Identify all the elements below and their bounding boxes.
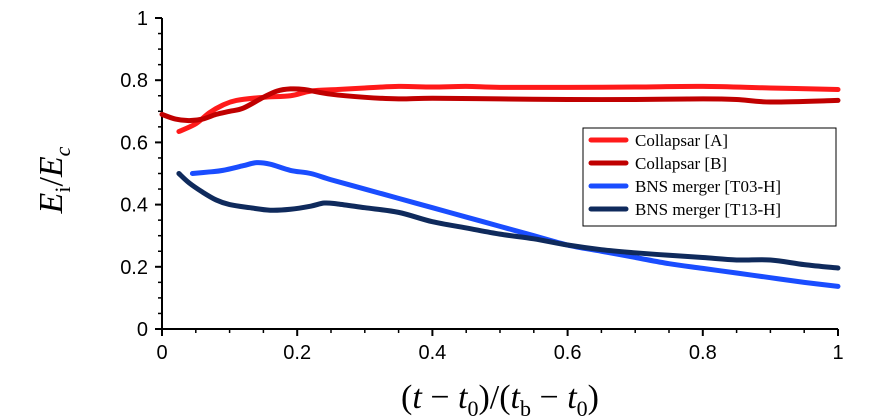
x-tick-label: 1 bbox=[832, 342, 843, 364]
y-tick-label: 0.8 bbox=[120, 70, 148, 92]
series-layer bbox=[159, 83, 841, 289]
svg-text:Ei/Ec: Ei/Ec bbox=[33, 146, 75, 214]
chart-axes: 0 0.2 0.4 0.6 0.8 1 0 0.2 0.4 0.6 0.8 1 bbox=[120, 8, 843, 364]
series-line-2 bbox=[159, 86, 841, 124]
y-axis-label: Ei/Ec bbox=[33, 146, 75, 214]
x-tick-label: 0.8 bbox=[689, 342, 717, 364]
x-tick-label: 0 bbox=[156, 342, 167, 364]
series-line-1 bbox=[176, 83, 841, 135]
x-axis-label: (t − t0)/(tb − t0) bbox=[401, 379, 599, 419]
x-tick-label: 0.2 bbox=[283, 342, 311, 364]
series-line-3 bbox=[189, 160, 841, 289]
y-tick-label: 0.6 bbox=[120, 132, 148, 154]
y-tick-label: 0.2 bbox=[120, 257, 148, 279]
y-tick-label: 0.4 bbox=[120, 195, 148, 217]
series-line-4 bbox=[176, 171, 841, 271]
y-tick-label: 1 bbox=[137, 8, 148, 30]
legend-label: Collapsar [B] bbox=[635, 154, 727, 173]
legend-label: Collapsar [A] bbox=[635, 131, 728, 150]
x-tick-label: 0.6 bbox=[554, 342, 582, 364]
x-tick-label: 0.4 bbox=[418, 342, 446, 364]
legend-label: BNS merger [T13-H] bbox=[635, 200, 781, 219]
y-label-main: E bbox=[33, 192, 70, 214]
y-tick-label: 0 bbox=[137, 319, 148, 341]
legend: Collapsar [A] Collapsar [B] BNS merger [T0… bbox=[582, 127, 837, 227]
y-label-sub-i: i bbox=[50, 187, 75, 193]
legend-label: BNS merger [T03-H] bbox=[635, 177, 781, 196]
